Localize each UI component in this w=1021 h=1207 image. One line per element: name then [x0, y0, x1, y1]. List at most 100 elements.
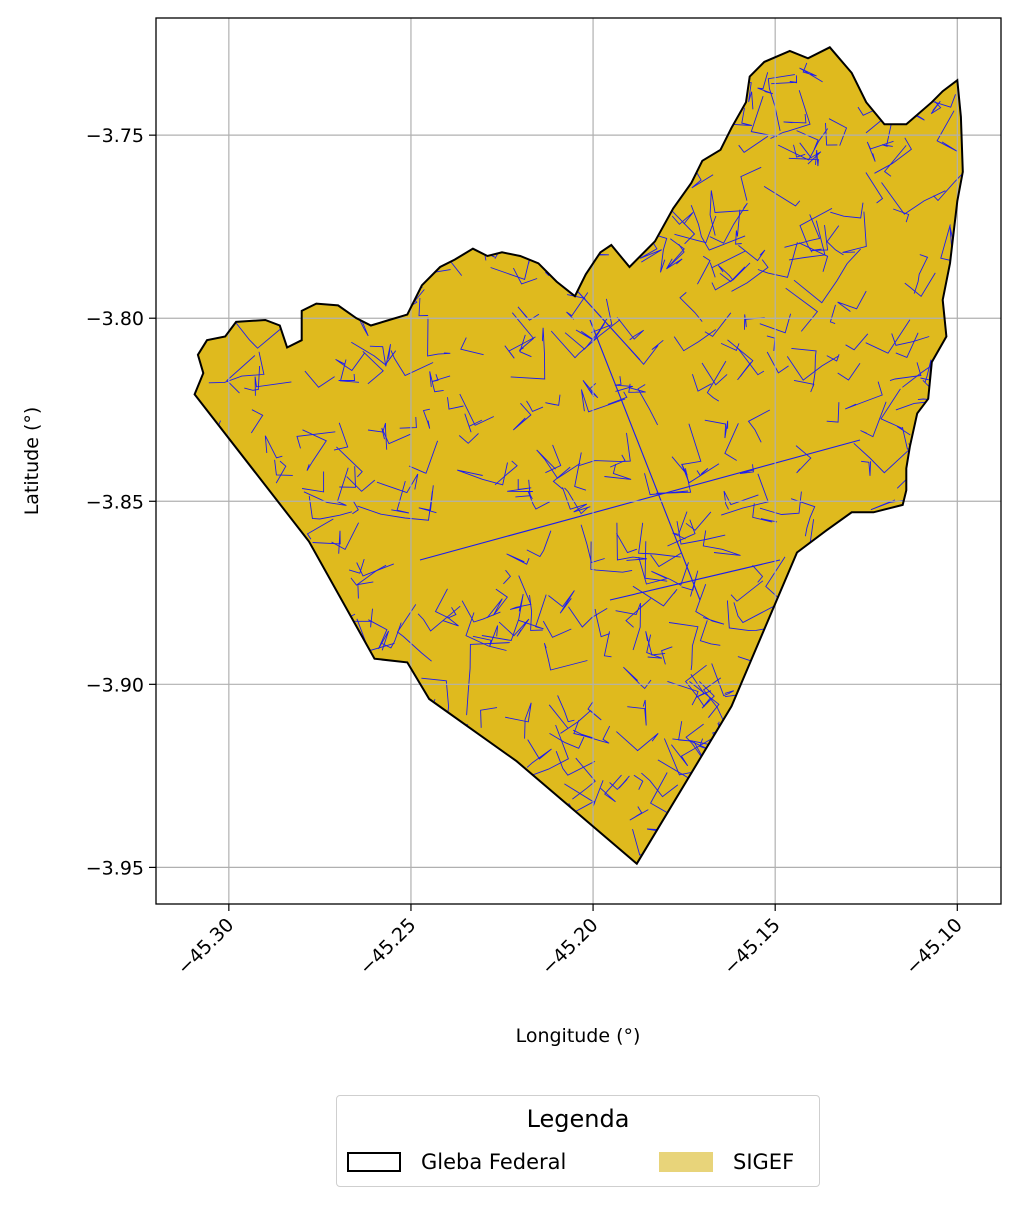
parcel-edge — [965, 117, 982, 134]
parcel-edge — [862, 590, 894, 634]
parcel-edge — [900, 721, 943, 756]
parcel-edge — [208, 714, 231, 731]
parcel-edge — [514, 81, 551, 138]
parcel-edge — [382, 747, 404, 780]
sigef-swatch — [659, 1152, 713, 1172]
x-axis-label: Longitude (°) — [516, 1025, 641, 1047]
parcel-edge — [519, 334, 532, 358]
parcel-edge — [725, 717, 763, 764]
parcel-edge — [624, 145, 640, 171]
parcel-edge — [917, 703, 952, 728]
parcel-edge — [933, 870, 958, 909]
parcel-edge — [258, 788, 312, 798]
parcel-edge — [404, 860, 424, 864]
parcel-edge — [881, 123, 893, 147]
y-tick-label: −3.90 — [86, 674, 144, 696]
parcel-edge — [759, 491, 802, 515]
parcel-edge — [580, 524, 605, 564]
parcel-edge — [334, 754, 365, 791]
parcel-edge — [283, 852, 303, 864]
parcel-edge — [498, 138, 527, 177]
parcel-edge — [417, 605, 461, 632]
parcel-edge — [771, 75, 798, 85]
parcel-edge — [883, 145, 907, 177]
parcel-edge — [851, 692, 891, 749]
parcel-edge — [504, 142, 512, 155]
parcel-edge — [422, 721, 456, 746]
parcel-edge — [331, 522, 360, 551]
parcel-edge — [706, 360, 727, 402]
parcel-edge — [844, 616, 873, 645]
parcel-edge — [886, 804, 905, 814]
parcel-edge — [352, 237, 387, 267]
parcel-edge — [853, 527, 889, 550]
parcel-edge — [825, 122, 838, 146]
parcel-edge — [418, 297, 429, 317]
parcel-edge — [668, 622, 699, 671]
parcel-edge — [431, 374, 451, 382]
parcel-edge — [902, 685, 926, 711]
parcel-edge — [281, 94, 333, 118]
parcel-edge — [607, 391, 628, 405]
x-axis: −45.30 −45.25 −45.20 −45.15 −45.10 — [173, 904, 967, 979]
parcel-edge — [735, 784, 762, 826]
parcel-edge — [701, 362, 728, 386]
parcel-edge — [641, 772, 679, 798]
parcel-edge — [515, 479, 531, 498]
parcel-edge — [382, 141, 402, 184]
parcel-edge — [752, 503, 778, 523]
parcel-edge — [258, 68, 290, 104]
parcel-edge — [651, 562, 689, 586]
parcel-edge — [399, 416, 417, 429]
legend-label-gleba-federal: Gleba Federal — [421, 1150, 567, 1174]
parcel-edge — [194, 304, 214, 325]
parcel-edge — [865, 319, 911, 354]
parcel-edge — [738, 135, 769, 154]
parcel-edge — [194, 790, 196, 811]
parcel-edge — [565, 240, 574, 265]
parcel-edge — [955, 690, 963, 741]
parcel-edge — [419, 439, 861, 561]
parcel-edge — [555, 751, 596, 776]
parcel-edge — [263, 783, 294, 802]
parcel-edge — [720, 760, 743, 802]
parcel-edge — [616, 533, 638, 554]
parcel-edge — [763, 186, 801, 207]
parcel-edge — [714, 802, 729, 826]
parcel-edge — [339, 359, 360, 383]
parcel-edge — [194, 460, 213, 486]
parcel-edge — [833, 646, 864, 663]
legend-item-gleba-federal: Gleba Federal — [347, 1148, 566, 1176]
parcel-edge — [506, 553, 530, 565]
parcel-edge — [422, 408, 431, 429]
parcel-edge — [369, 344, 391, 367]
parcel-edge — [629, 806, 649, 821]
parcel-edge — [385, 855, 407, 864]
parcel-edge — [281, 623, 322, 655]
parcel-edge — [625, 129, 659, 156]
parcel-edge — [730, 580, 764, 602]
parcel-edge — [194, 809, 204, 861]
parcel-edge — [793, 248, 861, 304]
parcel-edge — [724, 423, 739, 461]
parcel-edge — [685, 511, 712, 531]
parcel-edge — [509, 575, 532, 610]
parcel-edge — [507, 479, 533, 492]
parcel-edge — [717, 262, 751, 281]
parcel-edge — [264, 234, 300, 270]
parcel-edge — [900, 839, 929, 864]
parcel-edge — [828, 118, 848, 146]
parcel-edge — [301, 800, 333, 826]
parcel-edge — [350, 608, 373, 628]
parcel-edge — [515, 115, 541, 132]
parcel-edge — [217, 769, 260, 790]
parcel-edge — [609, 559, 781, 601]
parcel-edge — [289, 86, 305, 104]
parcel-edge — [162, 556, 191, 572]
parcel-edge — [374, 144, 394, 178]
parcel-edge — [915, 761, 928, 773]
parcel-edge — [737, 348, 765, 376]
parcel-edge — [671, 212, 694, 225]
parcel-edge — [795, 445, 812, 474]
parcel-edge — [247, 122, 282, 133]
